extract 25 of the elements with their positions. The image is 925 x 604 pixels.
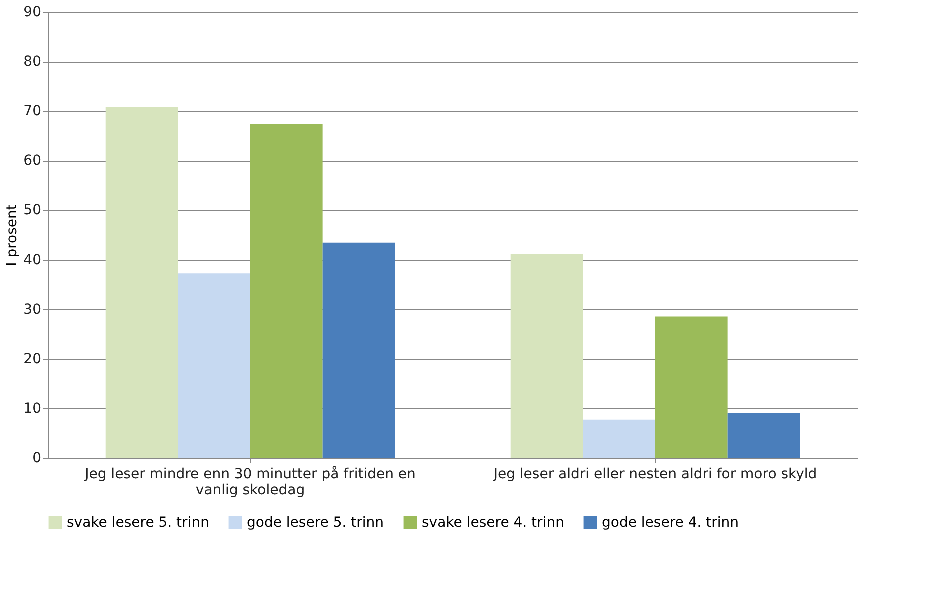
bar	[728, 413, 800, 458]
bar	[510, 254, 584, 458]
x-tick-label: Jeg leser aldri eller nesten aldri for moro skyld	[492, 466, 818, 482]
legend-label: gode lesere 5. trinn	[247, 514, 384, 531]
bar	[322, 242, 396, 458]
x-tick-label: Jeg leser mindre enn 30 minutter på fritiden en vanlig skoledag	[84, 466, 416, 498]
bar	[583, 420, 656, 458]
y-tick-label: 60	[24, 153, 42, 170]
bar	[178, 274, 250, 458]
bar	[656, 316, 728, 458]
y-tick-label: 10	[24, 400, 42, 417]
bar	[106, 107, 178, 458]
legend-label: svake lesere 5. trinn	[67, 514, 210, 531]
y-axis-title: I prosent	[4, 204, 21, 266]
y-tick-label: 70	[24, 104, 42, 120]
y-tick-label: 30	[24, 302, 42, 318]
legend-label: svake lesere 4. trinn	[422, 514, 564, 531]
y-tick-label: 0	[32, 450, 42, 466]
y-tick-label: 20	[24, 351, 42, 368]
y-tick-label: 50	[24, 202, 42, 219]
y-tick-label: 40	[24, 252, 42, 268]
y-tick-label: 80	[24, 54, 42, 70]
bar	[250, 124, 323, 458]
legend-label: gode lesere 4. trinn	[602, 514, 740, 531]
y-tick-label: 90	[24, 4, 42, 20]
